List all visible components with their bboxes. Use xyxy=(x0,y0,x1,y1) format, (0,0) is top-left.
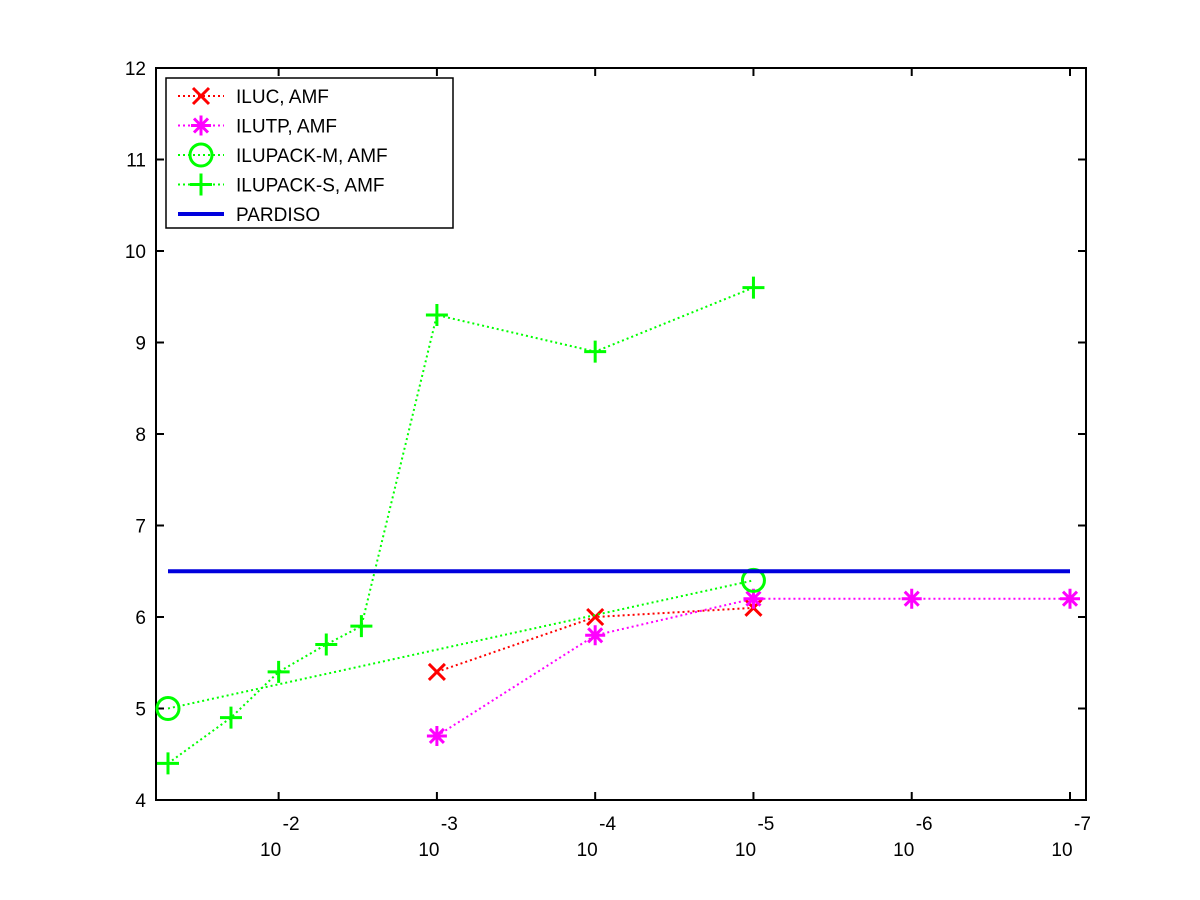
legend-label: PARDISO xyxy=(236,205,320,226)
x-tick-label-base: 10 xyxy=(418,840,439,861)
y-tick-label: 10 xyxy=(125,242,146,263)
legend-marker xyxy=(190,173,212,196)
y-tick-label: 8 xyxy=(135,425,146,446)
x-tick-label-exponent: -7 xyxy=(1074,814,1091,835)
legend-marker xyxy=(188,142,214,168)
y-tick-label: 11 xyxy=(126,151,146,172)
legend-label: ILUPACK-M, AMF xyxy=(236,146,388,167)
x-tick-label-exponent: -3 xyxy=(441,814,458,835)
data-point xyxy=(155,696,181,721)
x-tick-label-base: 10 xyxy=(893,840,914,861)
data-point xyxy=(157,752,179,775)
data-point xyxy=(426,725,447,746)
legend-label: ILUPACK-S, AMF xyxy=(236,176,385,197)
legend-label: ILUC, AMF xyxy=(236,87,329,108)
x-tick-label-exponent: -6 xyxy=(916,814,933,835)
data-point xyxy=(1060,588,1080,609)
legend-marker xyxy=(191,115,211,136)
x-tick-label-base: 10 xyxy=(735,840,756,861)
data-point xyxy=(425,304,448,327)
y-tick-label: 6 xyxy=(135,608,146,629)
data-point xyxy=(219,706,242,729)
x-tick-label-base: 10 xyxy=(1051,840,1072,861)
data-point xyxy=(267,660,290,683)
data-point xyxy=(585,625,606,646)
y-tick-label: 4 xyxy=(135,791,146,812)
y-tick-label: 7 xyxy=(135,517,146,538)
legend-box xyxy=(165,77,454,229)
x-tick-label-base: 10 xyxy=(577,840,598,861)
legend: ILUC, AMF ILUTP, AMF ILUPACK-M, AMF ILUPACK… xyxy=(165,77,454,229)
series-1 xyxy=(426,588,1080,746)
y-tick-label: 12 xyxy=(125,59,146,80)
x-tick-label-base: 10 xyxy=(260,840,281,861)
data-point xyxy=(427,662,446,681)
x-tick-label-exponent: -4 xyxy=(599,814,616,835)
data-point xyxy=(742,276,765,299)
x-tick-label-exponent: -2 xyxy=(283,814,300,835)
data-point xyxy=(315,633,338,656)
x-tick-label-exponent: -5 xyxy=(757,814,774,835)
legend-marker xyxy=(191,86,211,106)
y-tick-label: 5 xyxy=(135,700,146,721)
series-line xyxy=(436,606,754,673)
series-layer xyxy=(155,276,1080,775)
data-point xyxy=(584,340,607,363)
data-point xyxy=(350,615,373,638)
series-3 xyxy=(157,276,765,775)
data-point xyxy=(586,607,605,627)
data-point xyxy=(743,588,764,609)
y-tick-label: 9 xyxy=(135,334,146,355)
data-point xyxy=(901,588,922,609)
legend-label: ILUTP, AMF xyxy=(236,117,337,138)
